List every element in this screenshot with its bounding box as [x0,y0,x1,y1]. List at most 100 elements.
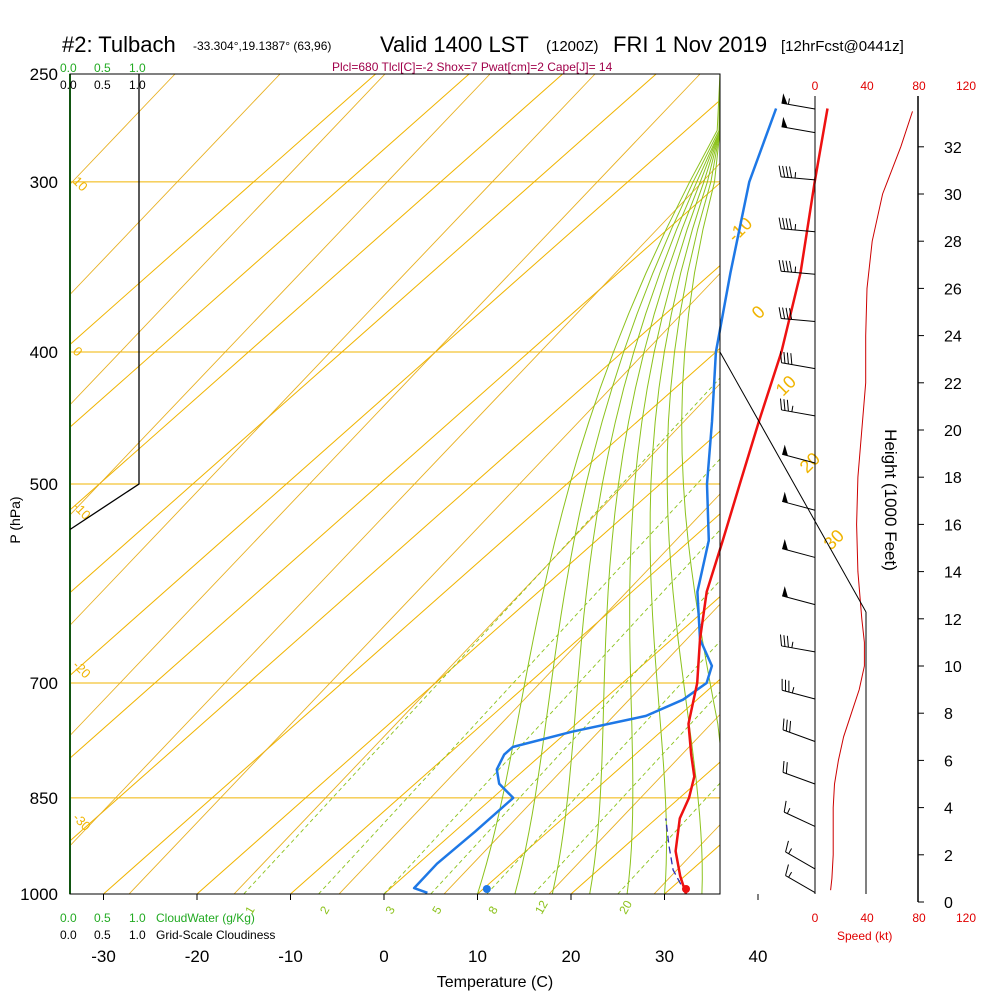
isotherm-line [69,73,563,511]
moist-adiabat-line [589,74,721,895]
wind-barb-feather [789,218,793,230]
temperature-tick-label: 10 [468,947,487,966]
height-tick-label: 24 [944,329,962,346]
isotherm-label: 30 [820,526,848,554]
moist-adiabat-line [649,74,721,895]
wind-barb-half-feather [791,687,795,694]
isotherm-line [664,844,721,895]
wind-barb [778,259,816,275]
speed-tick-bottom: 120 [956,911,976,925]
mixing-ratio-line [430,580,721,895]
cloudwater-tick-bottom-2: 1.0 [129,911,146,925]
height-tick-label: 18 [944,470,962,487]
plot-frame [69,73,721,895]
left-adiabat-label: -10 [70,499,94,523]
wind-barb-flag [782,491,788,503]
dry-adiabat-line [69,162,721,847]
wind-barb-feather [778,259,782,272]
mixing-ratio-line [318,458,721,895]
isotherm-line [383,596,721,895]
wind-barb [783,800,816,827]
isotherm-line [69,73,376,345]
height-tick-label: 0 [944,895,953,912]
wind-barb-feather [779,351,783,363]
wind-barb-feather [783,399,786,411]
cloudwater-tick-top-0: 0.0 [60,61,77,75]
y-axis-label: P (hPa) [7,496,23,543]
wind-barb-feather [783,800,787,813]
height-tick-label: 30 [944,187,962,204]
wind-barb-feather [779,398,783,410]
speed-axis-label: Speed (kt) [837,929,892,943]
temperature-tick-label: -10 [278,947,303,966]
wind-barb [779,634,816,653]
wind-speed-profile [830,111,913,891]
height-tick-label: 32 [944,140,962,157]
dry-adiabat-line [443,603,721,895]
wind-barb-shaft [781,409,816,417]
wind-barb-feather [786,399,789,412]
wind-barb-feather [785,719,788,732]
speed-tick-bottom: 40 [860,911,874,925]
cloudiness-tick-top-1: 0.5 [94,78,111,92]
isotherm-line [570,761,721,895]
temperature-tick-label: 40 [749,947,768,966]
wind-barb-flag [781,93,788,105]
mixing-ratio-label: 2 [317,903,333,916]
wind-barb [778,217,816,233]
dry-adiabat-line [69,73,491,516]
speed-tick-bottom: 0 [812,911,819,925]
cloudwater-tick-bottom-1: 0.5 [94,911,111,925]
cloudwater-label: CloudWater (g/Kg) [156,911,255,925]
wind-barb [781,116,816,134]
wind-barb-shaft [782,453,816,464]
wind-barb-feather [782,217,786,230]
height-tick-label: 10 [944,659,962,676]
isotherm-label: 20 [796,449,824,477]
wind-barb [782,760,816,785]
wind-barb [781,93,816,110]
dewpoint-trace [412,108,778,894]
pressure-tick-700: 700 [30,674,58,693]
wind-barb-feather [778,307,782,319]
surface-temperature-marker [682,885,691,893]
pressure-tick-250: 250 [30,65,58,84]
cloudiness-profile [69,74,140,531]
indices-line: Plcl=680 Tlcl[C]=-2 Shox=7 Pwat[cm]=2 Ca… [332,60,613,74]
temperature-tick-label: -20 [185,947,210,966]
wind-barb-shaft [785,851,816,870]
wind-barb-feather [785,307,789,320]
height-mapping-line [719,351,867,613]
wind-barb-feather [778,217,782,229]
wind-barb-half-feather [794,266,797,273]
cloudwater-tick-bottom-0: 0.0 [60,911,77,925]
wind-barb-feather [789,720,792,733]
wind-barb-shaft [782,689,816,700]
wind-barb-feather [790,353,793,365]
wind-barb-feather [782,260,786,272]
mixing-ratio-label: 20 [616,898,635,917]
wind-barb [779,398,816,417]
wind-barb-shaft [782,548,816,558]
title-coords: -33.304°,19.1387° (63,96) [193,39,331,53]
height-tick-label: 28 [944,234,962,251]
moist-adiabat-line [514,73,721,895]
left-adiabat-label: -20 [70,657,94,681]
pressure-tick-300: 300 [30,173,58,192]
wind-barb-feather [786,352,789,364]
wind-barb-shaft [781,228,816,233]
mixing-ratio-label: 5 [429,903,445,916]
title-date: FRI 1 Nov 2019 [613,32,767,57]
mixing-ratio-line [243,377,721,895]
isotherm-label: 10 [772,372,800,400]
wind-barb-feather [785,762,788,774]
height-tick-label: 4 [944,801,953,818]
wind-barb-shaft [781,645,816,653]
wind-barb [785,840,816,870]
wind-barb-half-feather [791,641,794,648]
dry-adiabat-line [69,73,281,295]
wind-barb-flag [781,116,788,128]
